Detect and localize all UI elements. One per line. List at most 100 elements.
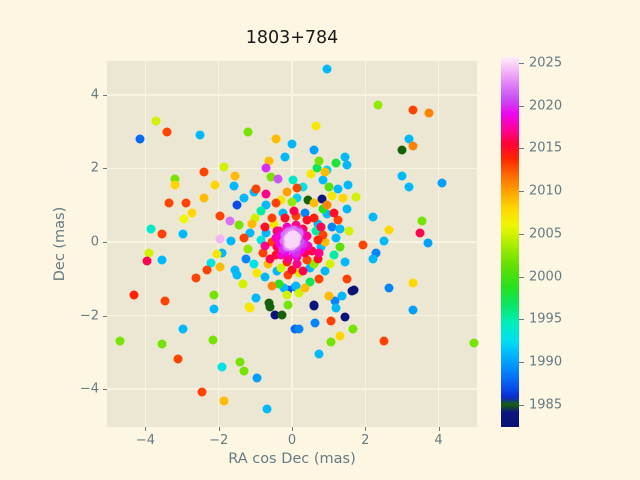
scatter-point [157,229,167,239]
colorbar-tick-label: 2025 [529,55,563,71]
scatter-point [340,257,350,267]
scatter-point [271,198,280,208]
scatter-point [239,233,249,243]
scatter-point [260,241,270,251]
scatter-point [294,288,304,298]
scatter-point [329,208,339,218]
scatter-point [340,312,350,322]
scatter-point [344,226,354,236]
scatter-point [303,241,313,251]
scatter-point [335,224,345,234]
x-tick-mark [292,427,293,431]
y-tick-label: −2 [79,308,99,324]
scatter-point [234,220,244,230]
scatter-point [302,231,312,241]
scatter-point [300,283,310,293]
gridline [144,61,147,427]
scatter-point [217,248,227,258]
scatter-point [305,277,315,287]
scatter-point [262,404,272,414]
scatter-point [151,116,161,126]
scatter-point [329,250,339,260]
scatter-point [313,235,323,245]
colorbar-tick-mark [519,105,524,107]
scatter-point [291,220,301,230]
scatter-point [379,336,389,346]
scatter-point [260,272,270,282]
scatter-point [318,175,328,185]
x-axis-label: RA cos Dec (mas) [228,451,356,467]
colorbar-tick-label: 1995 [529,311,563,327]
scatter-point [157,255,167,265]
scatter-point [289,232,299,242]
scatter-point [235,357,245,367]
scatter-point [230,171,240,181]
scatter-point [342,274,352,284]
x-tick-label: 4 [434,433,443,448]
y-tick-mark [103,241,107,243]
scatter-point [408,105,418,115]
scatter-point [309,213,319,223]
x-tick-label: −4 [135,433,156,448]
scatter-point [229,181,239,191]
scatter-point [178,324,188,334]
scatter-point [310,318,320,328]
scatter-point [338,193,348,203]
scatter-point [251,184,261,194]
scatter-point [230,265,240,275]
scatter-point [267,281,277,291]
scatter-point [326,337,336,347]
scatter-point [226,236,236,246]
scatter-point [294,324,304,334]
y-axis-label: Dec (mas) [52,206,68,282]
scatter-point [368,254,378,264]
scatter-point [343,180,353,190]
scatter-point [267,213,277,223]
scatter-point [261,200,271,210]
scatter-point [314,349,324,359]
gridline [217,61,220,427]
scatter-point [322,209,332,219]
colorbar-tick-label: 2010 [529,183,563,199]
scatter-point [283,270,293,280]
scatter-point [292,252,302,262]
scatter-point [144,248,154,258]
scatter-point [291,281,301,291]
scatter-point [279,283,289,293]
scatter-point [289,206,299,216]
scatter-point [247,219,257,229]
scatter-point [298,266,308,276]
scatter-point [316,222,326,232]
y-tick-label: −4 [79,381,99,397]
scatter-point [320,237,330,247]
scatter-point [266,172,276,182]
x-tick-mark [365,427,367,431]
scatter-point [146,224,156,234]
y-tick-mark [103,315,107,317]
y-tick-mark [103,168,107,170]
scatter-point [215,234,225,244]
scatter-point [191,273,201,283]
colorbar-tick-mark [519,404,524,406]
scatter-point [324,291,334,301]
x-tick-mark [145,427,147,431]
scatter-point [317,194,327,204]
scatter-point [261,189,271,199]
scatter-point [318,230,328,240]
scatter-point [157,339,167,349]
scatter-point [199,193,209,203]
scatter-point [287,197,297,206]
scatter-point [282,290,292,300]
scatter-point [337,291,347,301]
scatter-point [331,303,341,313]
scatter-point [384,225,394,235]
scatter-point [322,64,332,74]
scatter-point [263,259,273,269]
scatter-point [239,366,249,376]
scatter-point [397,145,407,155]
scatter-point [243,244,253,254]
scatter-point [333,184,343,194]
scatter-point [258,248,268,258]
colorbar-tick-label: 1990 [529,354,563,370]
